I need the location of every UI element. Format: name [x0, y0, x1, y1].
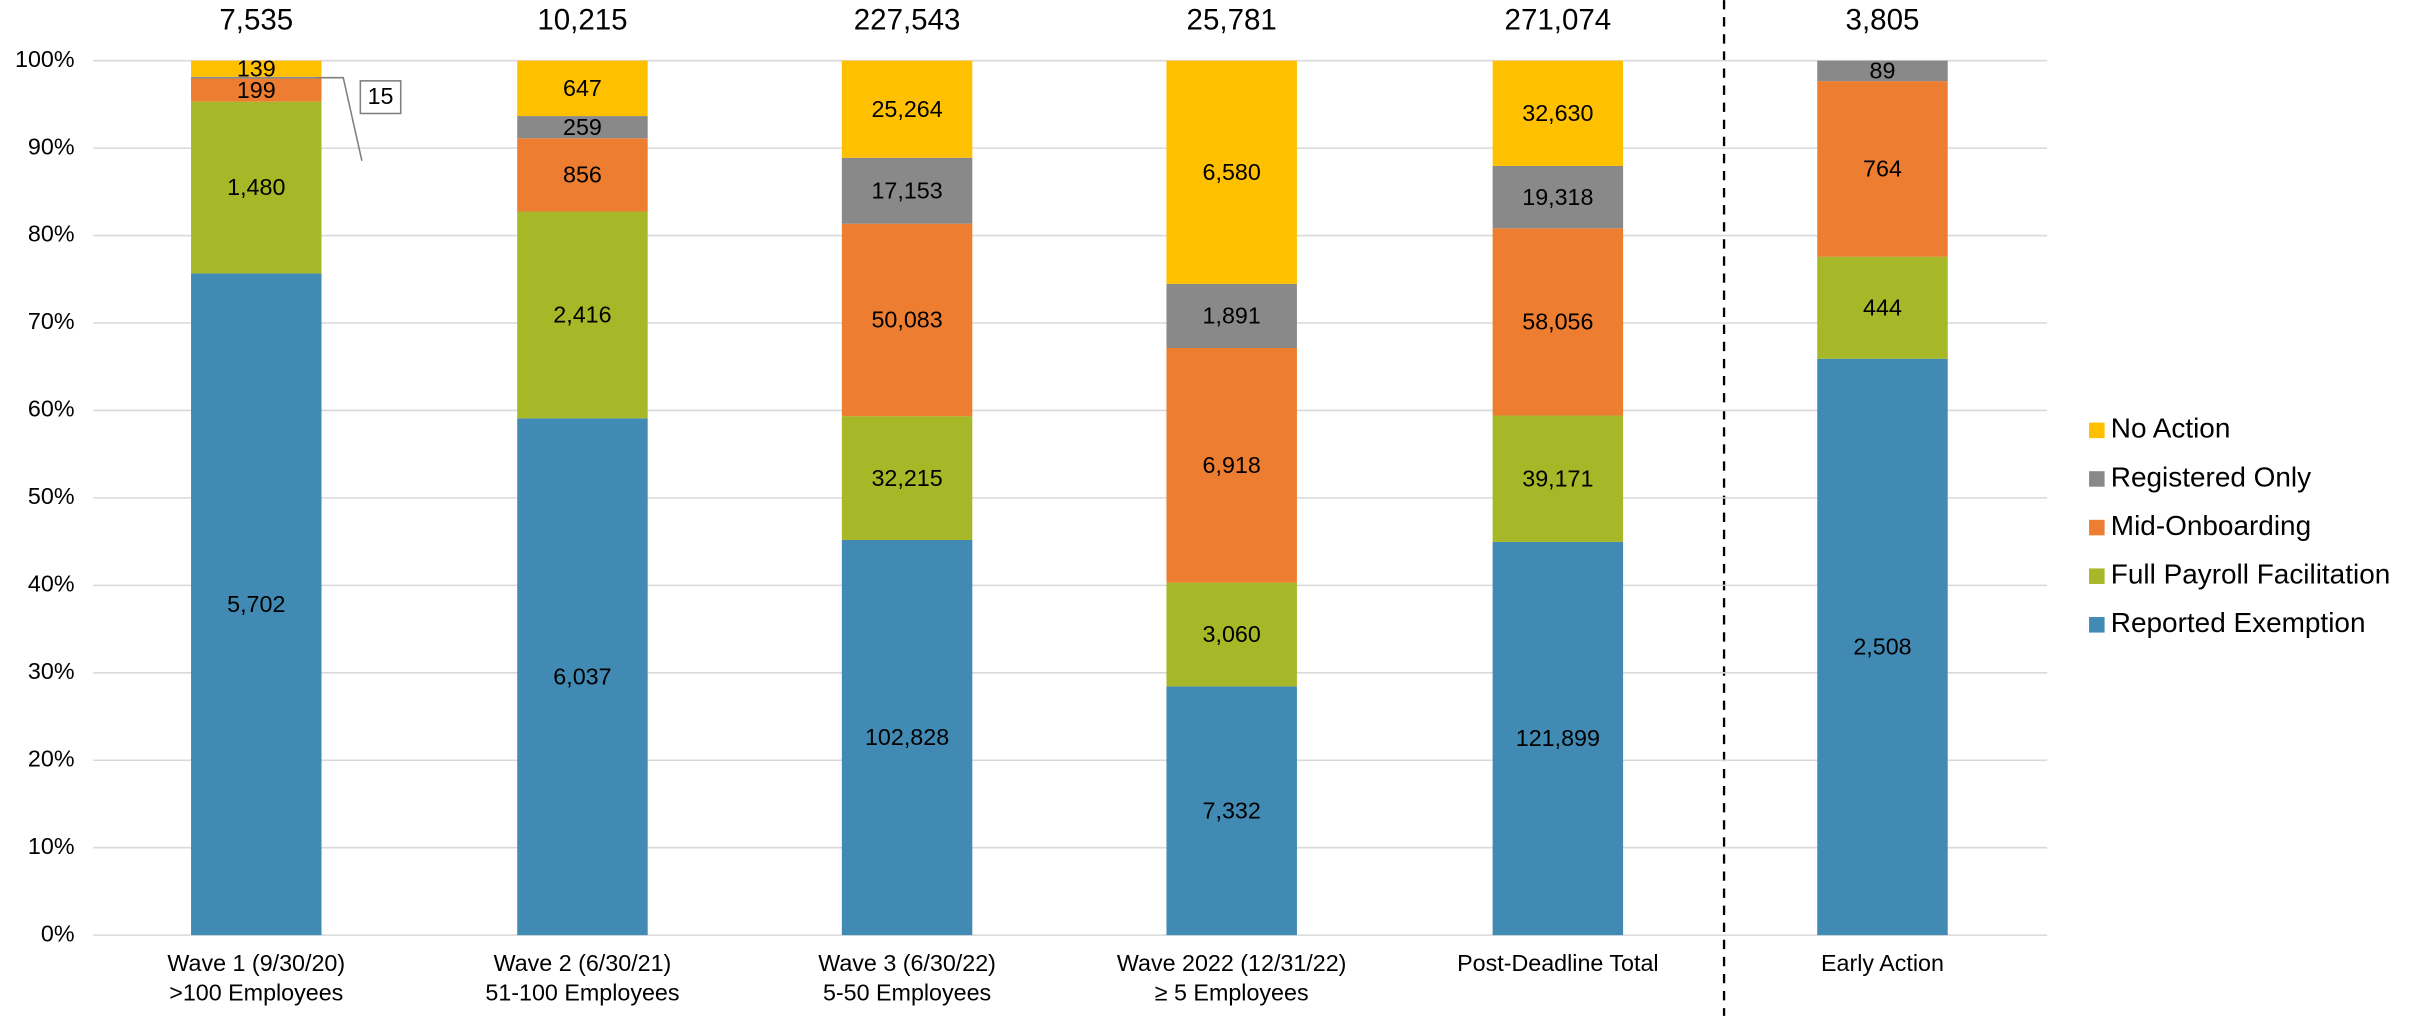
bar-segment: [191, 60, 322, 77]
data-label: 32,630: [1522, 100, 1593, 126]
x-tick-label: Wave 2022 (12/31/22): [1117, 950, 1347, 976]
legend-label: Full Payroll Facilitation: [2111, 559, 2390, 590]
bar-segment: [191, 76, 322, 79]
data-label: 764: [1863, 156, 1902, 182]
bar-segment: [1166, 283, 1297, 349]
data-label: 58,056: [1522, 309, 1593, 335]
bar-segment: [1817, 256, 1948, 359]
data-label: 121,899: [1516, 725, 1600, 751]
data-label: 647: [563, 75, 602, 101]
x-tick-label: ≥ 5 Employees: [1155, 979, 1309, 1005]
x-tick-label: Wave 2 (6/30/21): [494, 950, 672, 976]
x-tick-label: Wave 3 (6/30/22): [818, 950, 996, 976]
data-label: 32,215: [871, 465, 942, 491]
data-label: 19,318: [1522, 184, 1593, 210]
legend-label: Registered Only: [2111, 461, 2311, 492]
bar-segment: [191, 78, 322, 102]
legend-swatch: [2089, 471, 2105, 487]
data-label: 15: [368, 83, 394, 109]
bar-segment: [1166, 60, 1297, 284]
data-label: 1,480: [227, 174, 285, 200]
data-label: 7,332: [1203, 797, 1261, 823]
bar-segment: [1817, 358, 1948, 936]
bar-segment: [841, 223, 973, 417]
x-tick-label: Post-Deadline Total: [1457, 950, 1658, 976]
data-label: 3,060: [1203, 621, 1261, 647]
data-label: 6,037: [553, 663, 611, 689]
data-label: 1,891: [1203, 303, 1261, 329]
data-label: 102,828: [865, 724, 949, 750]
bar-segment: [1492, 165, 1624, 229]
y-tick-label: 60%: [28, 396, 75, 422]
data-label: 2,508: [1853, 634, 1911, 660]
data-label: 39,171: [1522, 465, 1593, 491]
bar-segment: [517, 60, 648, 117]
bar-segment: [517, 138, 648, 212]
data-label: 6,918: [1203, 452, 1261, 478]
callout-line: [315, 76, 363, 162]
x-tick-label: Wave 1 (9/30/20): [167, 950, 345, 976]
total-label: 227,543: [854, 4, 961, 37]
callout-box: [359, 80, 402, 115]
data-label: 89: [1870, 58, 1896, 84]
bar-segment: [1492, 60, 1624, 166]
legend-swatch: [2089, 519, 2105, 536]
legend-swatch: [2089, 568, 2105, 584]
bar-segment: [1166, 582, 1297, 687]
total-label: 3,805: [1846, 4, 1920, 37]
y-tick-label: 100%: [15, 46, 75, 72]
bar-segment: [517, 211, 648, 419]
legend-swatch: [2089, 422, 2105, 439]
x-tick-label: >100 Employees: [169, 979, 343, 1005]
y-tick-label: 50%: [28, 483, 75, 509]
legend-label: Mid-Onboarding: [2111, 510, 2311, 541]
legend-swatch: [2089, 617, 2105, 633]
x-tick-label: Early Action: [1821, 950, 1944, 976]
data-label: 856: [563, 162, 602, 188]
bar-segment: [1492, 541, 1624, 936]
y-tick-label: 30%: [28, 658, 75, 684]
bar-segment: [1166, 348, 1297, 583]
bar-segment: [841, 539, 973, 936]
bar-segment: [1817, 81, 1948, 257]
data-label: 259: [563, 114, 602, 140]
y-tick-label: 70%: [28, 308, 75, 334]
data-label: 17,153: [871, 177, 942, 203]
data-label: 25,264: [871, 96, 942, 122]
total-label: 25,781: [1187, 4, 1277, 37]
legend-label: No Action: [2111, 413, 2231, 444]
x-tick-label: 5-50 Employees: [823, 979, 991, 1005]
data-label: 139: [237, 55, 276, 81]
total-label: 10,215: [537, 4, 627, 37]
bar-segment: [1166, 686, 1297, 936]
bar-segment: [517, 418, 648, 936]
bar-segment: [1492, 415, 1624, 542]
bar-segment: [191, 101, 322, 274]
total-label: 7,535: [219, 4, 293, 37]
y-tick-label: 40%: [28, 571, 75, 597]
bar-segment: [841, 416, 973, 540]
y-tick-label: 10%: [28, 833, 75, 859]
bar-segment: [191, 273, 322, 936]
data-label: 5,702: [227, 591, 285, 617]
y-tick-label: 80%: [28, 221, 75, 247]
bar-segment: [841, 60, 973, 158]
data-label: 444: [1863, 294, 1902, 320]
data-label: 2,416: [553, 302, 611, 328]
y-tick-label: 90%: [28, 133, 75, 159]
bar-segment: [841, 157, 973, 224]
total-label: 271,074: [1505, 4, 1612, 37]
legend-label: Reported Exemption: [2111, 607, 2366, 638]
data-label: 199: [237, 77, 276, 103]
bar-segment: [1492, 228, 1624, 416]
y-tick-label: 20%: [28, 745, 75, 771]
data-label: 50,083: [871, 307, 942, 333]
bar-segment: [1817, 60, 1948, 82]
x-tick-label: 51-100 Employees: [485, 979, 679, 1005]
bar-segment: [517, 116, 648, 139]
y-tick-label: 0%: [41, 920, 75, 946]
data-label: 6,580: [1203, 159, 1261, 185]
